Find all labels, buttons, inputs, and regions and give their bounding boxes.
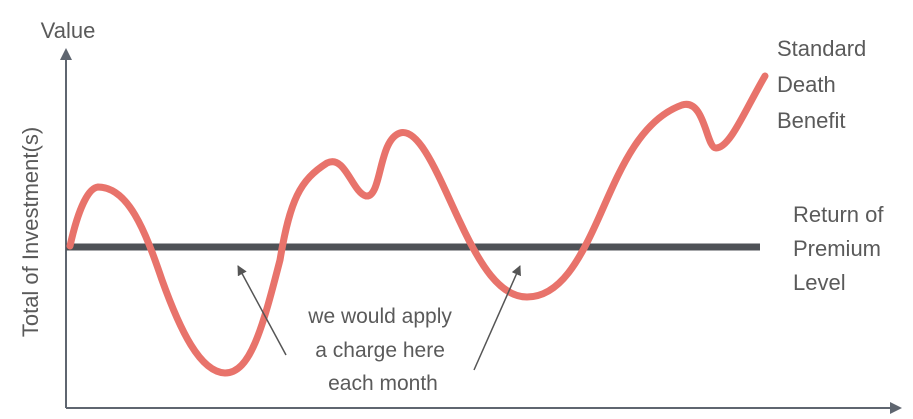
standard-death-benefit-curve	[66, 72, 769, 377]
y-axis-title: Total of Investment(s)	[18, 127, 43, 337]
return-of-premium-label: Return of Premium Level	[793, 202, 890, 295]
y-axis-top-label: Value	[41, 18, 96, 43]
callout-arrow-right	[473, 265, 521, 371]
charge-annotation: we would apply a charge here each month	[307, 305, 457, 395]
standard-death-benefit-label: Standard Death Benefit	[777, 36, 872, 133]
callout-arrow-left	[237, 265, 287, 356]
